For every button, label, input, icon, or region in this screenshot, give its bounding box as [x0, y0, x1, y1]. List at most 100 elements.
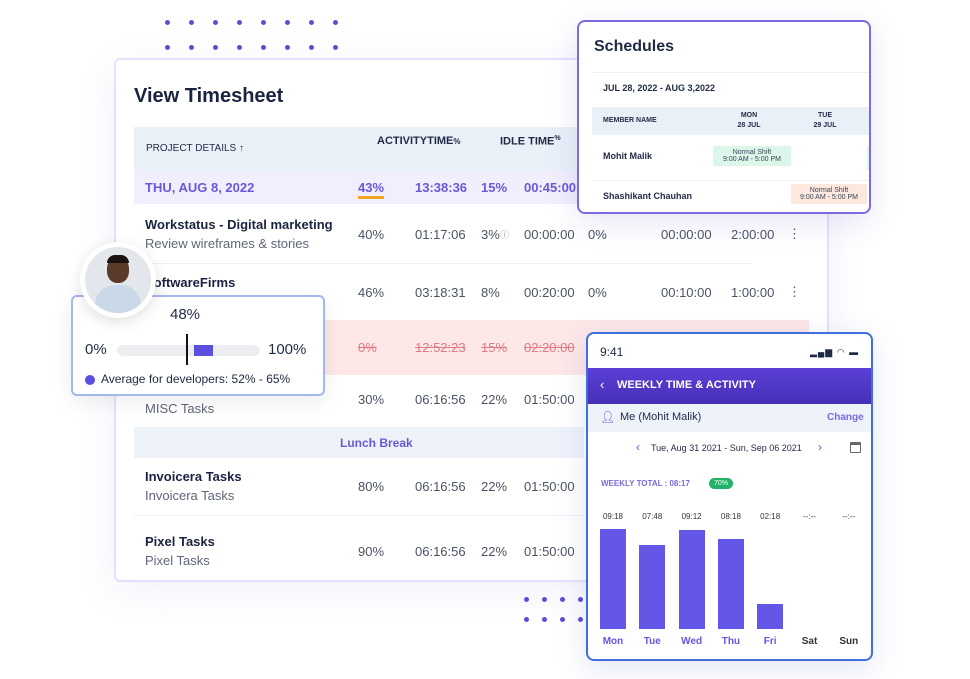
tooltip-value: 48%: [170, 306, 201, 323]
dot: [333, 20, 338, 25]
cell: 12:52:23: [415, 340, 466, 355]
cell: 00:20:00: [524, 285, 575, 300]
day-label: Wed: [681, 636, 703, 647]
bar-mon[interactable]: [600, 528, 626, 629]
bar-tue[interactable]: [639, 544, 666, 629]
col-idle-label: IDLE TIME: [500, 135, 555, 148]
dot: [261, 45, 266, 50]
day-label: Tue: [643, 636, 661, 647]
value-marker: [185, 334, 188, 365]
tooltip-max: 100%: [268, 341, 307, 358]
tooltip-legend: Average for developers: 52% - 65%: [101, 372, 291, 386]
dot: [309, 20, 314, 25]
info-icon[interactable]: ⓘ: [500, 230, 510, 240]
shift-name: Normal Shift: [732, 149, 772, 156]
date-label: THU, AUG 8, 2022: [145, 180, 255, 195]
day-label: Thu: [721, 636, 741, 647]
cell: 00:10:00: [661, 285, 712, 300]
bar-label: 02:18: [760, 512, 781, 521]
dot: [524, 617, 529, 622]
dot: [237, 45, 242, 50]
dot: [189, 45, 194, 50]
cell: 80%: [358, 479, 385, 494]
weekly-total: 08:17: [669, 479, 690, 488]
dot: [213, 45, 218, 50]
date: 29 JUL: [813, 122, 837, 129]
bar-label: 07:48: [642, 512, 663, 521]
shift-time: 9:00 AM - 5:00 PM: [800, 194, 858, 201]
col-project[interactable]: PROJECT DETAILS ↑: [146, 143, 244, 154]
project-title[interactable]: Pixel Tasks: [145, 534, 215, 549]
status-time: 9:41: [600, 345, 624, 359]
day-label: Sat: [801, 636, 818, 647]
change-link[interactable]: Change: [827, 412, 864, 423]
project-subtitle: Pixel Tasks: [145, 553, 210, 568]
decor-dots-bottom: [524, 597, 596, 622]
cell: 01:17:06: [415, 227, 466, 242]
dot: [542, 597, 547, 602]
cell: 0%: [588, 285, 607, 300]
cell: 00:00:00: [524, 227, 575, 242]
cell: 22%: [481, 544, 508, 559]
app-header: [588, 368, 871, 404]
cell: 01:50:00: [524, 544, 575, 559]
shift-time: 9:00 AM - 5:00 PM: [723, 156, 781, 163]
schedules-title: Schedules: [594, 38, 675, 55]
bar-wed[interactable]: [678, 529, 705, 629]
phone-mockup: 9:41 ▂▄▆ ◠ ▬ ‹ WEEKLY TIME & ACTIVITY 👤︎…: [586, 332, 873, 661]
cell: 22%: [481, 392, 508, 407]
day-label: Sun: [839, 636, 859, 647]
cell: 00:00:00: [661, 227, 712, 242]
bar-label: --:--: [803, 512, 816, 521]
cell: 3%: [481, 227, 500, 242]
next-week-icon[interactable]: ›: [818, 440, 822, 454]
dot: [560, 617, 565, 622]
dot: [189, 20, 194, 25]
project-title[interactable]: Workstatus - Digital marketing: [145, 217, 333, 232]
more-icon[interactable]: ⋮: [788, 226, 801, 241]
cell: 30%: [358, 392, 385, 407]
shift-block[interactable]: Normal Shift 9:00 AM - 5:00 PM: [791, 184, 867, 204]
cell: 01:50:00: [524, 479, 575, 494]
project-title[interactable]: SoftwareFirms: [145, 275, 236, 290]
bar-thu[interactable]: [717, 539, 744, 629]
cell: 46%: [358, 285, 385, 300]
col-activity[interactable]: ACTIVITYTIME%: [377, 135, 461, 147]
cell: 06:16:56: [415, 392, 466, 407]
cell: 0%: [358, 340, 377, 355]
schedules-range[interactable]: JUL 28, 2022 - AUG 3,2022: [603, 83, 716, 93]
cell: 22%: [481, 479, 508, 494]
idle-pct: 15%: [481, 180, 508, 195]
bar-fri[interactable]: [757, 604, 784, 629]
user-icon: 👤︎: [600, 410, 616, 424]
dot: [578, 597, 583, 602]
schedules-card: Schedules JUL 28, 2022 - AUG 3,2022 MEMB…: [577, 20, 871, 214]
day-label: Fri: [763, 636, 777, 647]
unit: %: [554, 135, 561, 142]
col-idle[interactable]: IDLE TIME%: [500, 135, 561, 148]
dot: [524, 597, 529, 602]
tooltip-min: 0%: [85, 341, 107, 358]
activity-time: 13:38:36: [415, 180, 468, 195]
member-header: MEMBER NAME: [603, 117, 657, 124]
prev-week-icon[interactable]: ‹: [636, 440, 640, 454]
cell: 06:16:56: [415, 479, 466, 494]
cell: 15%: [481, 340, 508, 355]
cell: 06:16:56: [415, 544, 466, 559]
back-icon[interactable]: ‹: [600, 377, 605, 392]
unit: %: [453, 137, 461, 146]
more-icon[interactable]: ⋮: [788, 284, 801, 299]
dot: [213, 20, 218, 25]
cell: 40%: [358, 227, 385, 242]
dot: [309, 45, 314, 50]
cell: 03:18:31: [415, 285, 466, 300]
day-mon: MON 28 JUL: [729, 111, 769, 131]
project-subtitle: MISC Tasks: [145, 401, 215, 416]
signal-wifi-battery-icon: ▂▄▆ ◠ ▬: [810, 347, 860, 357]
cell: 01:50:00: [524, 392, 575, 407]
shift-block[interactable]: Normal Shift 9:00 AM - 5:00 PM: [713, 146, 791, 166]
project-title[interactable]: Invoicera Tasks: [145, 469, 242, 484]
dot: [237, 20, 242, 25]
calendar-icon[interactable]: [850, 442, 861, 453]
dot: [285, 45, 290, 50]
